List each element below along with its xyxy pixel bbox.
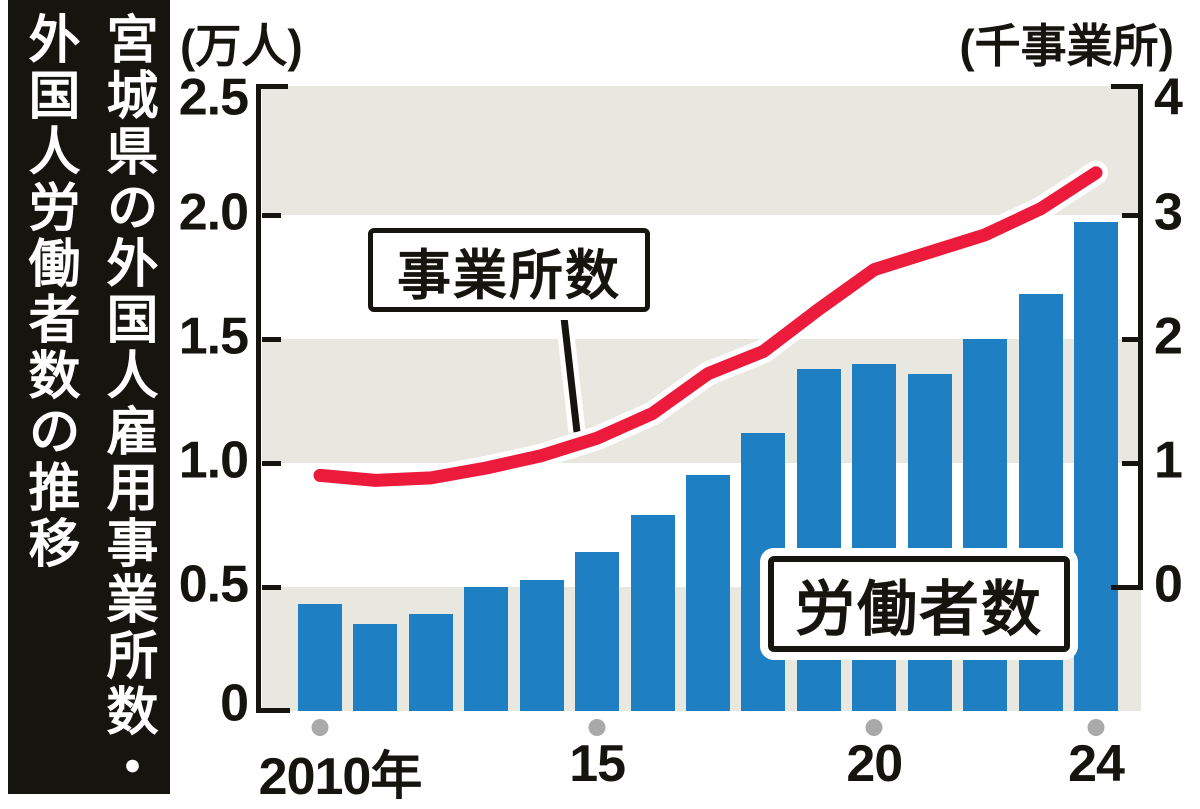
x-axis-label-2015: 15 [569, 735, 626, 793]
left-tick-label-2.0: 2.0 [178, 183, 249, 242]
bar-series-label: 労働者数 [768, 556, 1070, 652]
right-tick-label-4: 4 [1154, 68, 1183, 127]
y-axis-right-top-stub [1111, 84, 1143, 89]
bar-2014 [519, 579, 564, 711]
title-banner: 宮城県の外国人雇用事業所数・ 外国人労働者数の推移 [8, 0, 170, 796]
line-series-label-text: 事業所数 [397, 245, 621, 306]
bar-2011 [353, 624, 398, 711]
bar-2012 [408, 614, 453, 711]
bar-2024 [1074, 222, 1119, 711]
bar-2016 [630, 515, 675, 711]
y-axis-left-line [256, 84, 261, 713]
left-tick-label-1.5: 1.5 [178, 307, 249, 366]
y-axis-right-zero-stub [1111, 585, 1143, 590]
establishments-line [313, 166, 1103, 487]
chart-title: 宮城県の外国人雇用事業所数・ 外国人労働者数の推移 [10, 12, 166, 796]
y-axis-left-top-stub [256, 84, 288, 89]
bar-2013 [464, 587, 509, 711]
x-axis-dot-2024 [1087, 719, 1105, 736]
left-axis-tick [262, 337, 281, 342]
bar-2019 [796, 368, 841, 711]
right-axis-unit: (千事業所) [959, 20, 1174, 72]
x-axis-dot-2010 [311, 719, 329, 736]
left-axis-tick [262, 461, 281, 466]
bar-2020 [852, 363, 897, 711]
bar-2015 [575, 552, 620, 711]
chart-title-line-1: 宮城県の外国人雇用事業所数・ [98, 12, 156, 796]
label-pointer-line [558, 299, 581, 433]
left-tick-label-1.0: 1.0 [178, 431, 249, 490]
left-tick-label-0: 0 [220, 674, 249, 733]
establishments-line-casing [308, 160, 1108, 493]
x-axis-dot-2020 [865, 719, 883, 736]
background-band [262, 86, 1141, 215]
x-axis-dot-2015 [588, 719, 606, 736]
left-tick-label-0.5: 0.5 [178, 555, 249, 614]
right-axis-tick [1122, 337, 1141, 342]
x-axis-label-2020: 20 [846, 735, 903, 793]
y-axis-left-bottom-stub [256, 708, 290, 713]
left-axis-tick [262, 213, 281, 218]
right-axis-tick [1122, 461, 1141, 466]
right-axis-tick [1122, 213, 1141, 218]
bar-2010 [298, 604, 342, 711]
line-series-label: 事業所数 [368, 228, 650, 312]
bar-2017 [686, 475, 730, 711]
x-axis-label-2010: 2010年 [258, 748, 423, 806]
x-axis-label-2024: 24 [1068, 735, 1125, 793]
right-tick-label-3: 3 [1154, 183, 1183, 242]
right-tick-label-2: 2 [1154, 307, 1183, 366]
left-axis-tick [262, 585, 281, 590]
bar-series-label-text: 労働者数 [795, 575, 1043, 643]
bar-2021 [907, 373, 952, 711]
right-tick-label-1: 1 [1154, 431, 1183, 490]
left-axis-unit: (万人) [180, 20, 303, 72]
left-tick-label-2.5: 2.5 [178, 68, 249, 127]
chart-title-line-2: 外国人労働者数の推移 [20, 12, 78, 572]
chart-line-layer [308, 160, 1108, 493]
y-axis-right-line [1138, 84, 1143, 590]
right-tick-label-0: 0 [1154, 555, 1183, 614]
